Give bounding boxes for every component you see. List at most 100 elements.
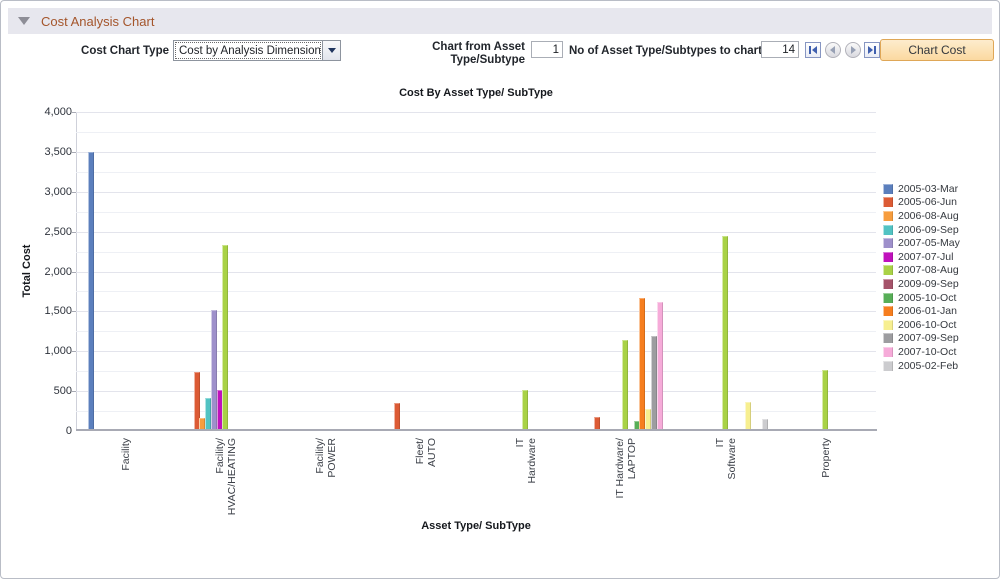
x-axis-category-label: IT Hardware [514,438,538,484]
bar-2007-08-Aug [222,245,229,431]
legend-label: 2006-01-Jan [898,305,957,318]
count-to-chart-input[interactable] [761,41,799,58]
legend-swatch [883,360,893,371]
legend-swatch [883,183,893,194]
legend-item: 2007-08-Aug [883,264,960,278]
chart-title: Cost By Asset Type/ SubType [399,87,553,99]
bar-2005-06-Jun [393,403,400,431]
bar-2005-10-Oct [633,421,640,431]
previous-record-icon [830,46,835,54]
last-record-icon [868,46,876,54]
bar-2007-10-Oct [656,301,663,431]
chart-type-selected-value: Cost by Analysis Dimension [175,42,321,59]
legend-label: 2006-10-Oct [898,318,957,331]
gridline [76,171,876,173]
chart-cost-button[interactable]: Chart Cost [880,39,994,61]
legend-label: 2005-06-Jun [898,196,957,209]
first-record-button[interactable] [805,42,821,58]
y-axis-tick-label: 1,000 [44,345,72,358]
legend-swatch [883,278,893,289]
bar-2007-08-Aug [622,340,629,431]
gridline [76,151,876,153]
legend-item: 2009-09-Sep [883,277,960,291]
gridline [76,251,876,253]
legend-swatch [883,197,893,208]
collapse-section-icon[interactable] [18,17,30,25]
bar-2005-06-Jun [193,372,200,431]
legend-item: 2006-08-Aug [883,209,960,223]
last-record-button[interactable] [864,42,880,58]
legend-item: 2007-05-May [883,236,960,250]
next-record-icon [851,46,856,54]
x-axis-line [76,429,877,431]
section-header: Cost Analysis Chart [8,8,992,34]
chevron-down-icon [327,48,336,53]
x-axis-category-label: Facility/ HVAC/HEATING [214,438,238,516]
legend-swatch [883,265,893,276]
x-axis-category-label: Fleet/ AUTO [414,438,438,467]
plot-area [76,112,876,431]
legend-label: 2007-07-Jul [898,250,954,263]
chart-type-select[interactable]: Cost by Analysis Dimension [173,40,341,61]
y-axis-tick [72,112,76,113]
chart-from-label: Chart from Asset Type/Subtype [432,41,525,66]
bar-2007-08-Aug [822,369,829,431]
y-axis-tick [72,391,76,393]
gridline [76,131,876,133]
legend-item: 2007-10-Oct [883,345,960,359]
y-axis-tick-label: 0 [65,425,72,437]
section-title: Cost Analysis Chart [41,13,155,29]
gridline [76,231,876,233]
legend-label: 2006-08-Aug [898,209,959,222]
y-axis-tick [72,271,76,273]
y-axis-tick-label: 3,000 [44,185,72,198]
y-axis-tick-label: 1,500 [44,305,72,318]
x-axis-category-label: IT Hardware/ LAPTOP [614,438,638,499]
chart-type-dropdown-button[interactable] [322,41,340,60]
legend-item: 2006-01-Jan [883,304,960,318]
gridline [76,351,876,353]
legend-swatch [883,319,893,330]
x-axis-category-label: Facility [120,438,132,471]
legend-label: 2006-09-Sep [898,223,959,236]
gridline [76,371,876,373]
chart-legend: 2005-03-Mar 2005-06-Jun 2006-08-Aug 2006-09… [883,182,960,372]
gridline [76,211,876,213]
legend-label: 2009-09-Sep [898,277,959,290]
chart-from-input[interactable] [531,41,563,58]
bar-2006-10-Oct [745,402,752,431]
gridline [76,411,876,413]
bar-2007-07-Jul [216,389,223,431]
gridline [76,391,876,393]
gridline [76,311,876,313]
legend-item: 2006-09-Sep [883,223,960,237]
next-record-button[interactable] [845,42,861,58]
bar-2007-05-May [210,309,217,431]
bar-2005-06-Jun [593,416,600,431]
count-to-chart-label: No of Asset Type/Subtypes to chart [569,45,762,57]
gridline [76,271,876,273]
legend-swatch [883,224,893,235]
chart-type-label: Cost Chart Type [81,45,169,57]
y-axis-tick [72,191,76,193]
legend-label: 2005-10-Oct [898,291,957,304]
y-axis-tick-label: 2,500 [44,225,72,238]
bar-2006-08-Aug [199,418,206,431]
previous-record-button[interactable] [825,42,841,58]
gridline [76,191,876,193]
legend-item: 2007-09-Sep [883,332,960,346]
bar-2007-09-Sep [650,336,657,431]
legend-item: 2007-07-Jul [883,250,960,264]
legend-item: 2005-10-Oct [883,291,960,305]
bar-2006-01-Jan [639,297,646,431]
legend-swatch [883,333,893,344]
bar-2007-08-Aug [522,390,529,431]
y-axis-tick-label: 3,500 [44,145,72,158]
bar-2006-09-Sep [205,398,212,431]
y-axis-tick [72,311,76,313]
x-axis-category-label: Facility/ POWER [314,438,338,478]
first-record-icon [809,46,817,54]
legend-label: 2007-08-Aug [898,264,959,277]
x-axis-title: Asset Type/ SubType [421,520,531,532]
